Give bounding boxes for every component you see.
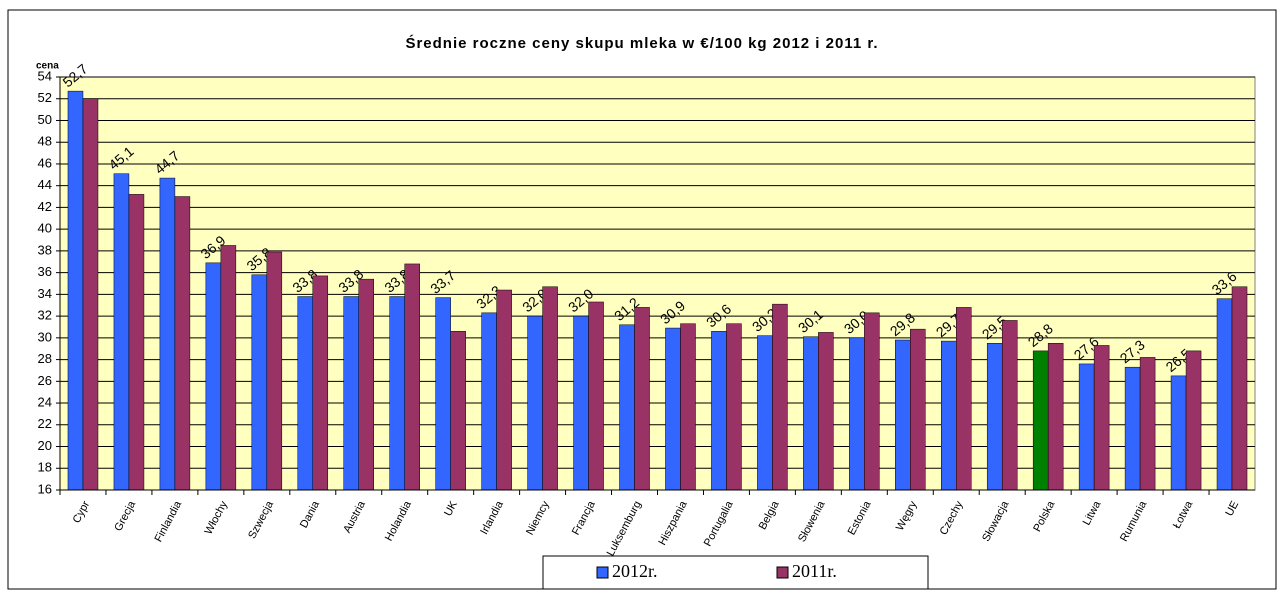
y-tick-label: 20 xyxy=(38,438,52,453)
bar xyxy=(588,301,604,491)
bar xyxy=(849,337,865,491)
bar xyxy=(82,98,99,491)
bar xyxy=(1047,343,1064,491)
legend-swatch xyxy=(596,566,609,579)
bar xyxy=(1078,363,1095,491)
y-tick-label: 32 xyxy=(38,308,52,323)
bar xyxy=(619,324,635,491)
bar xyxy=(634,307,650,491)
bar xyxy=(496,289,512,491)
bar xyxy=(481,312,497,491)
bar xyxy=(1185,350,1202,491)
y-tick-label: 28 xyxy=(38,351,52,366)
bar xyxy=(312,275,329,491)
bar xyxy=(818,332,834,491)
bar xyxy=(404,263,420,491)
bar xyxy=(174,196,191,491)
bar xyxy=(1216,298,1233,491)
y-tick-label: 48 xyxy=(38,134,52,149)
bar xyxy=(435,297,451,491)
bar xyxy=(757,335,773,491)
bar xyxy=(803,336,819,491)
bar xyxy=(941,340,957,491)
bar xyxy=(895,339,911,491)
bar xyxy=(67,90,84,491)
y-tick-label: 38 xyxy=(38,242,52,257)
bar xyxy=(956,307,972,491)
bar xyxy=(343,296,359,491)
legend-label: 2011r. xyxy=(792,561,837,581)
y-tick-label: 46 xyxy=(38,155,52,170)
bar xyxy=(665,327,681,491)
y-tick-label: 50 xyxy=(38,112,52,127)
bar xyxy=(113,173,130,491)
y-tick-label: 54 xyxy=(38,68,52,83)
y-axis-label: cena xyxy=(36,61,59,72)
y-tick-label: 26 xyxy=(38,373,52,388)
bar xyxy=(297,296,314,491)
bar xyxy=(128,194,145,491)
y-tick-label: 18 xyxy=(38,460,52,475)
bar xyxy=(1139,357,1156,491)
bar xyxy=(389,296,405,491)
y-tick-label: 30 xyxy=(38,329,52,344)
y-tick-label: 52 xyxy=(38,90,52,105)
y-tick-label: 40 xyxy=(38,221,52,236)
bar xyxy=(1093,345,1110,491)
y-tick-label: 16 xyxy=(38,481,52,496)
bar xyxy=(542,286,558,491)
chart-title: Średnie roczne ceny skupu mleka w €/100 … xyxy=(405,34,878,52)
legend-label: 2012r. xyxy=(612,561,658,581)
bar xyxy=(1170,375,1187,491)
bar xyxy=(986,343,1003,491)
bar xyxy=(266,251,283,491)
bar xyxy=(1001,320,1018,491)
bar xyxy=(772,303,788,491)
y-tick-label: 22 xyxy=(38,416,52,431)
bar xyxy=(205,262,222,491)
bar xyxy=(864,312,880,491)
bar xyxy=(220,245,237,491)
legend-swatch xyxy=(776,566,789,579)
bar xyxy=(251,274,268,491)
bar xyxy=(1124,366,1141,491)
bar xyxy=(680,323,696,491)
plot-area xyxy=(59,76,1256,491)
y-tick-label: 24 xyxy=(38,394,52,409)
bar xyxy=(1231,286,1248,491)
bar xyxy=(910,328,926,491)
bar xyxy=(450,331,466,491)
bar xyxy=(573,315,589,491)
y-tick-label: 42 xyxy=(38,199,52,214)
y-tick-label: 34 xyxy=(38,286,52,301)
bar xyxy=(159,177,176,491)
y-tick-label: 36 xyxy=(38,264,52,279)
bar xyxy=(358,278,374,491)
y-tick-label: 44 xyxy=(38,177,52,192)
bar xyxy=(1032,350,1049,491)
bar xyxy=(527,315,543,491)
bar xyxy=(726,323,742,491)
bar xyxy=(711,331,727,491)
